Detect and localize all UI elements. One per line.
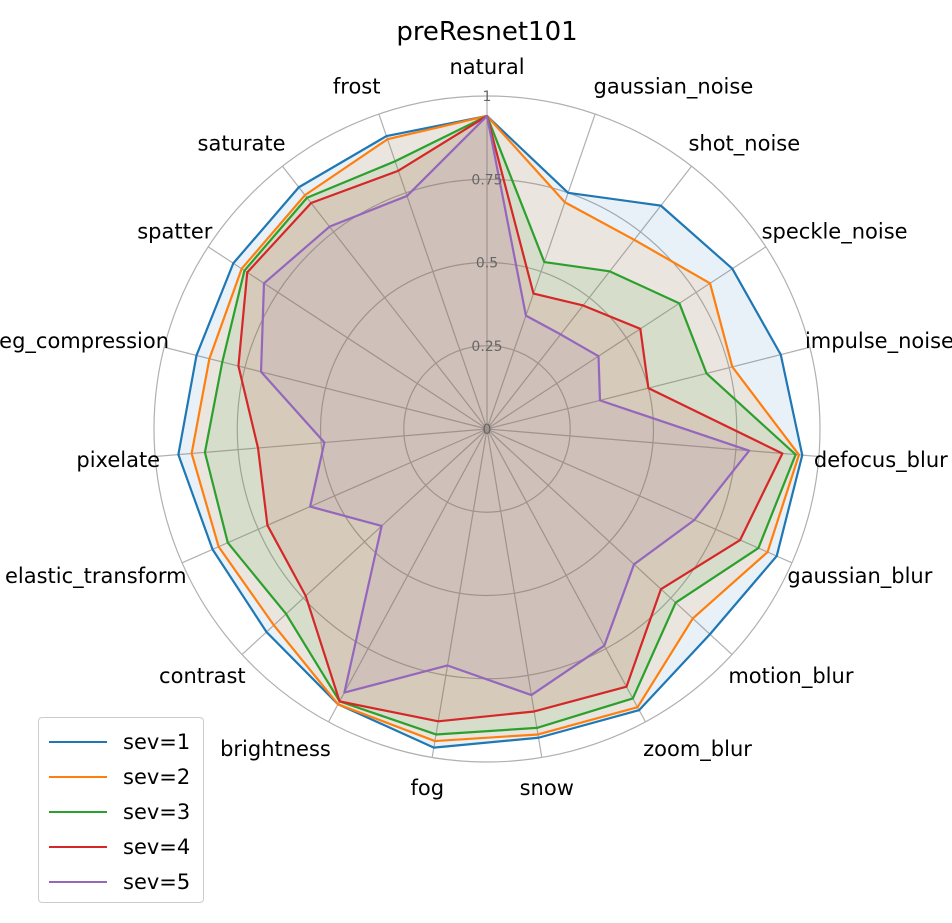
axis-labels: natural gaussian_noise shot_noise speckle_n… (0, 55, 952, 800)
axis-label-defocus-blur: defocus_blur (814, 448, 948, 473)
chart-title: preResnet101 (396, 17, 577, 47)
legend-label: sev=1 (123, 729, 191, 754)
radar-grid (153, 95, 821, 763)
series-fill-5 (261, 115, 750, 696)
axis-label-zoom-blur: zoom_blur (643, 737, 752, 762)
series-line-4 (237, 114, 784, 723)
axis-label-jpeg-compression: jpeg_compression (0, 329, 169, 354)
axis-label-gaussian-blur: gaussian_blur (787, 564, 932, 589)
spoke-line (327, 428, 488, 723)
series-fill-4 (238, 115, 783, 722)
legend-item: sev=4 (49, 829, 193, 864)
radar-series (177, 114, 804, 749)
spoke-line (486, 428, 793, 564)
spoke-line (486, 428, 819, 458)
spoke-line (486, 428, 543, 758)
spoke-line (486, 165, 693, 430)
axis-label-speckle-noise: speckle_noise (762, 219, 908, 244)
series-line-1 (177, 114, 804, 749)
axis-label-brightness: brightness (220, 737, 331, 761)
legend-swatch (49, 740, 107, 743)
axis-label-shot-noise: shot_noise (688, 132, 800, 157)
axis-label-impulse-noise: impulse_noise (805, 329, 952, 354)
series-fill-1 (178, 115, 803, 748)
spoke-line (378, 113, 488, 430)
axis-label-motion-blur: motion_blur (728, 664, 854, 689)
series-line-2 (190, 114, 801, 743)
axis-label-frost: frost (333, 75, 381, 99)
radial-tick-label: 0.75 (471, 172, 502, 188)
spoke-line (207, 246, 488, 430)
legend-item: sev=5 (49, 864, 193, 899)
series-line-5 (259, 114, 751, 697)
series-fill-3 (204, 115, 796, 735)
spoke-line (241, 428, 488, 655)
radial-ticks: 0 0.25 0.5 0.75 1 (471, 89, 502, 438)
legend-label: sev=5 (123, 869, 191, 894)
axis-label-contrast: contrast (159, 664, 246, 688)
axis-label-pixelate: pixelate (76, 448, 160, 472)
spoke-line (181, 428, 488, 564)
radial-tick-label: 0.5 (476, 256, 498, 272)
axis-label-snow: snow (520, 776, 574, 800)
series-fill-2 (191, 115, 799, 742)
axis-label-fog: fog (410, 776, 444, 800)
legend-swatch (49, 880, 107, 883)
spoke-line (431, 428, 488, 758)
legend-label: sev=2 (123, 764, 191, 789)
legend-item: sev=1 (49, 724, 193, 759)
spoke-line (155, 428, 488, 458)
axis-label-natural: natural (449, 55, 524, 79)
spoke-line (486, 428, 733, 655)
spoke-line (281, 165, 488, 430)
axis-label-spatter: spatter (137, 219, 213, 243)
legend-item: sev=2 (49, 759, 193, 794)
axis-label-elastic-transform: elastic_transform (5, 564, 187, 589)
axis-label-gaussian-noise: gaussian_noise (594, 75, 754, 100)
legend-swatch (49, 810, 107, 813)
series-line-3 (203, 114, 797, 736)
axis-label-saturate: saturate (198, 132, 286, 156)
spoke-line (164, 346, 488, 430)
radial-tick-label: 0.25 (471, 339, 502, 355)
radial-tick-label: 1 (483, 89, 492, 105)
spoke-line (486, 428, 647, 723)
spoke-line (486, 113, 596, 430)
legend-label: sev=3 (123, 799, 191, 824)
legend-label: sev=4 (123, 834, 191, 859)
radial-tick-label: 0 (483, 422, 492, 438)
legend: sev=1 sev=2 sev=3 sev=4 sev=5 (38, 717, 204, 903)
legend-swatch (49, 845, 107, 848)
spoke-line (486, 246, 767, 430)
legend-swatch (49, 775, 107, 778)
legend-item: sev=3 (49, 794, 193, 829)
